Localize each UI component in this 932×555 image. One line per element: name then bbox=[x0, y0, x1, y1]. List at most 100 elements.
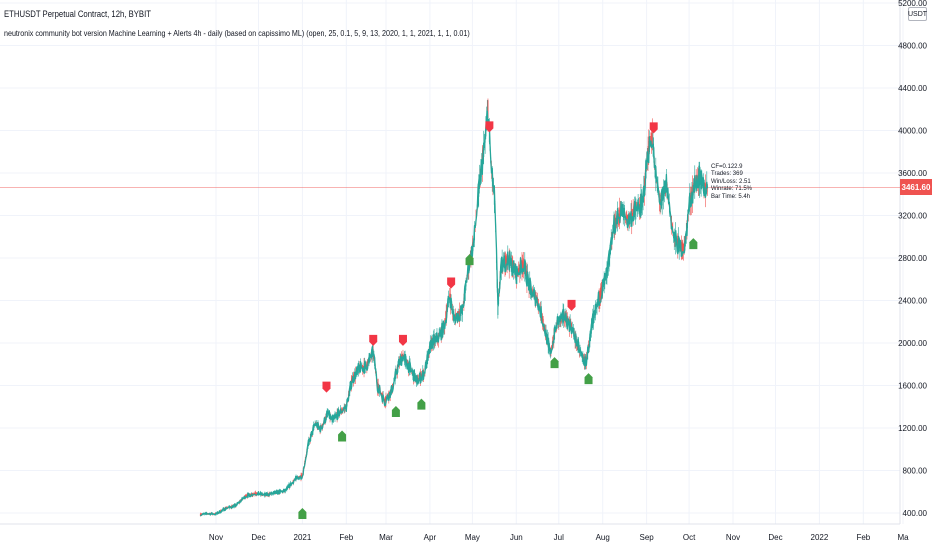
indicator-legend[interactable]: neutronix community bot version Machine … bbox=[4, 28, 470, 38]
stats-winrate-line: Winrate: 71.5% bbox=[711, 186, 753, 193]
candle-body bbox=[682, 244, 684, 252]
candle-body bbox=[547, 338, 549, 348]
candle-body bbox=[478, 181, 480, 197]
price-tick-label: 4000.00 bbox=[898, 127, 927, 136]
price-tick-label: 3600.00 bbox=[898, 169, 927, 178]
candle-body bbox=[623, 208, 625, 219]
candle-body bbox=[518, 267, 520, 273]
candle-body bbox=[497, 304, 499, 316]
time-tick-label: Dec bbox=[251, 533, 265, 542]
candle-body bbox=[581, 353, 583, 358]
candle-body bbox=[493, 187, 495, 193]
grid bbox=[0, 0, 904, 524]
candle-body bbox=[603, 277, 605, 286]
candle-body bbox=[199, 513, 201, 517]
candle-body bbox=[662, 191, 664, 201]
candle-body bbox=[594, 311, 596, 316]
candle-body bbox=[651, 132, 653, 148]
sell-signal-marker bbox=[398, 334, 407, 346]
candle-body bbox=[608, 251, 610, 265]
candle-body bbox=[333, 416, 335, 421]
stats-bartime-line: Bar Time: 5.4h bbox=[711, 193, 751, 200]
candle-body bbox=[542, 318, 544, 327]
candle-body bbox=[341, 409, 343, 413]
candle-body bbox=[681, 242, 683, 256]
candle-body bbox=[248, 493, 250, 497]
buy-signal-marker bbox=[391, 406, 400, 417]
stats-trades-line: Trades: 369 bbox=[711, 171, 743, 178]
sell-signal-marker bbox=[447, 277, 456, 289]
candle-body bbox=[255, 492, 257, 495]
candle-body bbox=[592, 311, 594, 324]
price-tick-label: 400.00 bbox=[903, 509, 928, 518]
candle-body bbox=[700, 171, 702, 190]
sell-signal-marker bbox=[369, 334, 378, 346]
candle-body bbox=[245, 495, 247, 497]
candle-body bbox=[699, 174, 701, 185]
candle-body bbox=[533, 290, 535, 299]
candle-body bbox=[326, 411, 328, 417]
candle-body bbox=[296, 476, 298, 479]
candle-body bbox=[335, 414, 337, 418]
candle-body bbox=[682, 244, 684, 253]
candle-body bbox=[619, 207, 621, 224]
candle-body bbox=[634, 201, 636, 216]
candle-body bbox=[449, 293, 451, 298]
candle-body bbox=[522, 258, 524, 272]
price-axis[interactable]: 400.00 800.00 1200.00 1600.00 2000.00 2400.00… bbox=[898, 0, 927, 518]
candle-body bbox=[279, 490, 281, 493]
time-tick-label: Nov bbox=[209, 533, 223, 542]
time-tick-label: Ma bbox=[897, 533, 909, 542]
candle-body bbox=[600, 287, 602, 303]
currency-badge[interactable]: USDT bbox=[908, 7, 927, 21]
candle-body bbox=[331, 417, 333, 423]
buy-signal-marker bbox=[550, 357, 559, 369]
candle-body bbox=[287, 486, 289, 488]
signal-markers bbox=[298, 121, 698, 519]
candle-body bbox=[542, 316, 544, 324]
candle-body bbox=[529, 281, 531, 296]
price-tick-label: 2800.00 bbox=[898, 254, 927, 263]
candle-body bbox=[357, 368, 359, 373]
candle-body bbox=[384, 397, 386, 406]
candle-body bbox=[609, 249, 611, 259]
candle-body bbox=[702, 182, 704, 187]
candle-body bbox=[427, 353, 429, 361]
price-tick-label: 4400.00 bbox=[898, 84, 927, 93]
sell-signal-marker bbox=[322, 381, 331, 393]
candle-body bbox=[333, 416, 335, 420]
candle-body bbox=[313, 424, 315, 430]
candle-body bbox=[622, 210, 624, 215]
candle-body bbox=[402, 352, 404, 361]
candle-body bbox=[606, 269, 608, 277]
symbol-legend-title[interactable]: ETHUSDT Perpetual Contract, 12h, BYBIT bbox=[4, 9, 151, 19]
candle-body bbox=[357, 363, 359, 374]
candles bbox=[199, 98, 709, 517]
candle-body bbox=[654, 165, 656, 178]
time-tick-label: Aug bbox=[596, 533, 610, 542]
candle-body bbox=[334, 415, 336, 419]
candle-body bbox=[510, 261, 512, 265]
buy-signal-marker bbox=[338, 430, 347, 442]
candle-body bbox=[600, 286, 602, 299]
candle-body bbox=[483, 143, 485, 149]
candle-body bbox=[562, 309, 564, 323]
candle-body bbox=[505, 255, 507, 272]
candle-body bbox=[679, 245, 681, 249]
stats-cf-line: CF=0.122.9 bbox=[711, 164, 743, 170]
candle-body bbox=[618, 213, 620, 218]
candle-body bbox=[296, 476, 298, 480]
candle-body bbox=[404, 354, 406, 363]
sell-signal-marker bbox=[485, 121, 494, 133]
price-tick-label: 1600.00 bbox=[898, 382, 927, 391]
time-axis[interactable]: Nov Dec 2021 Feb Mar Apr May Jun Jul Aug Sep Oct Nov… bbox=[209, 533, 909, 542]
price-tick-label: 4800.00 bbox=[898, 42, 927, 51]
candle-body bbox=[522, 261, 524, 269]
candle-body bbox=[332, 415, 334, 423]
candle-body bbox=[427, 349, 429, 359]
candle-body bbox=[537, 299, 539, 310]
time-tick-label: Apr bbox=[424, 533, 437, 542]
candle-body bbox=[663, 186, 665, 199]
